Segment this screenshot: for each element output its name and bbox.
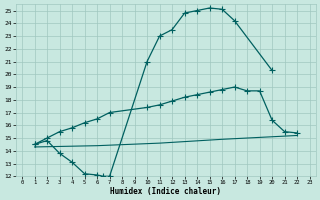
X-axis label: Humidex (Indice chaleur): Humidex (Indice chaleur) [110, 187, 221, 196]
